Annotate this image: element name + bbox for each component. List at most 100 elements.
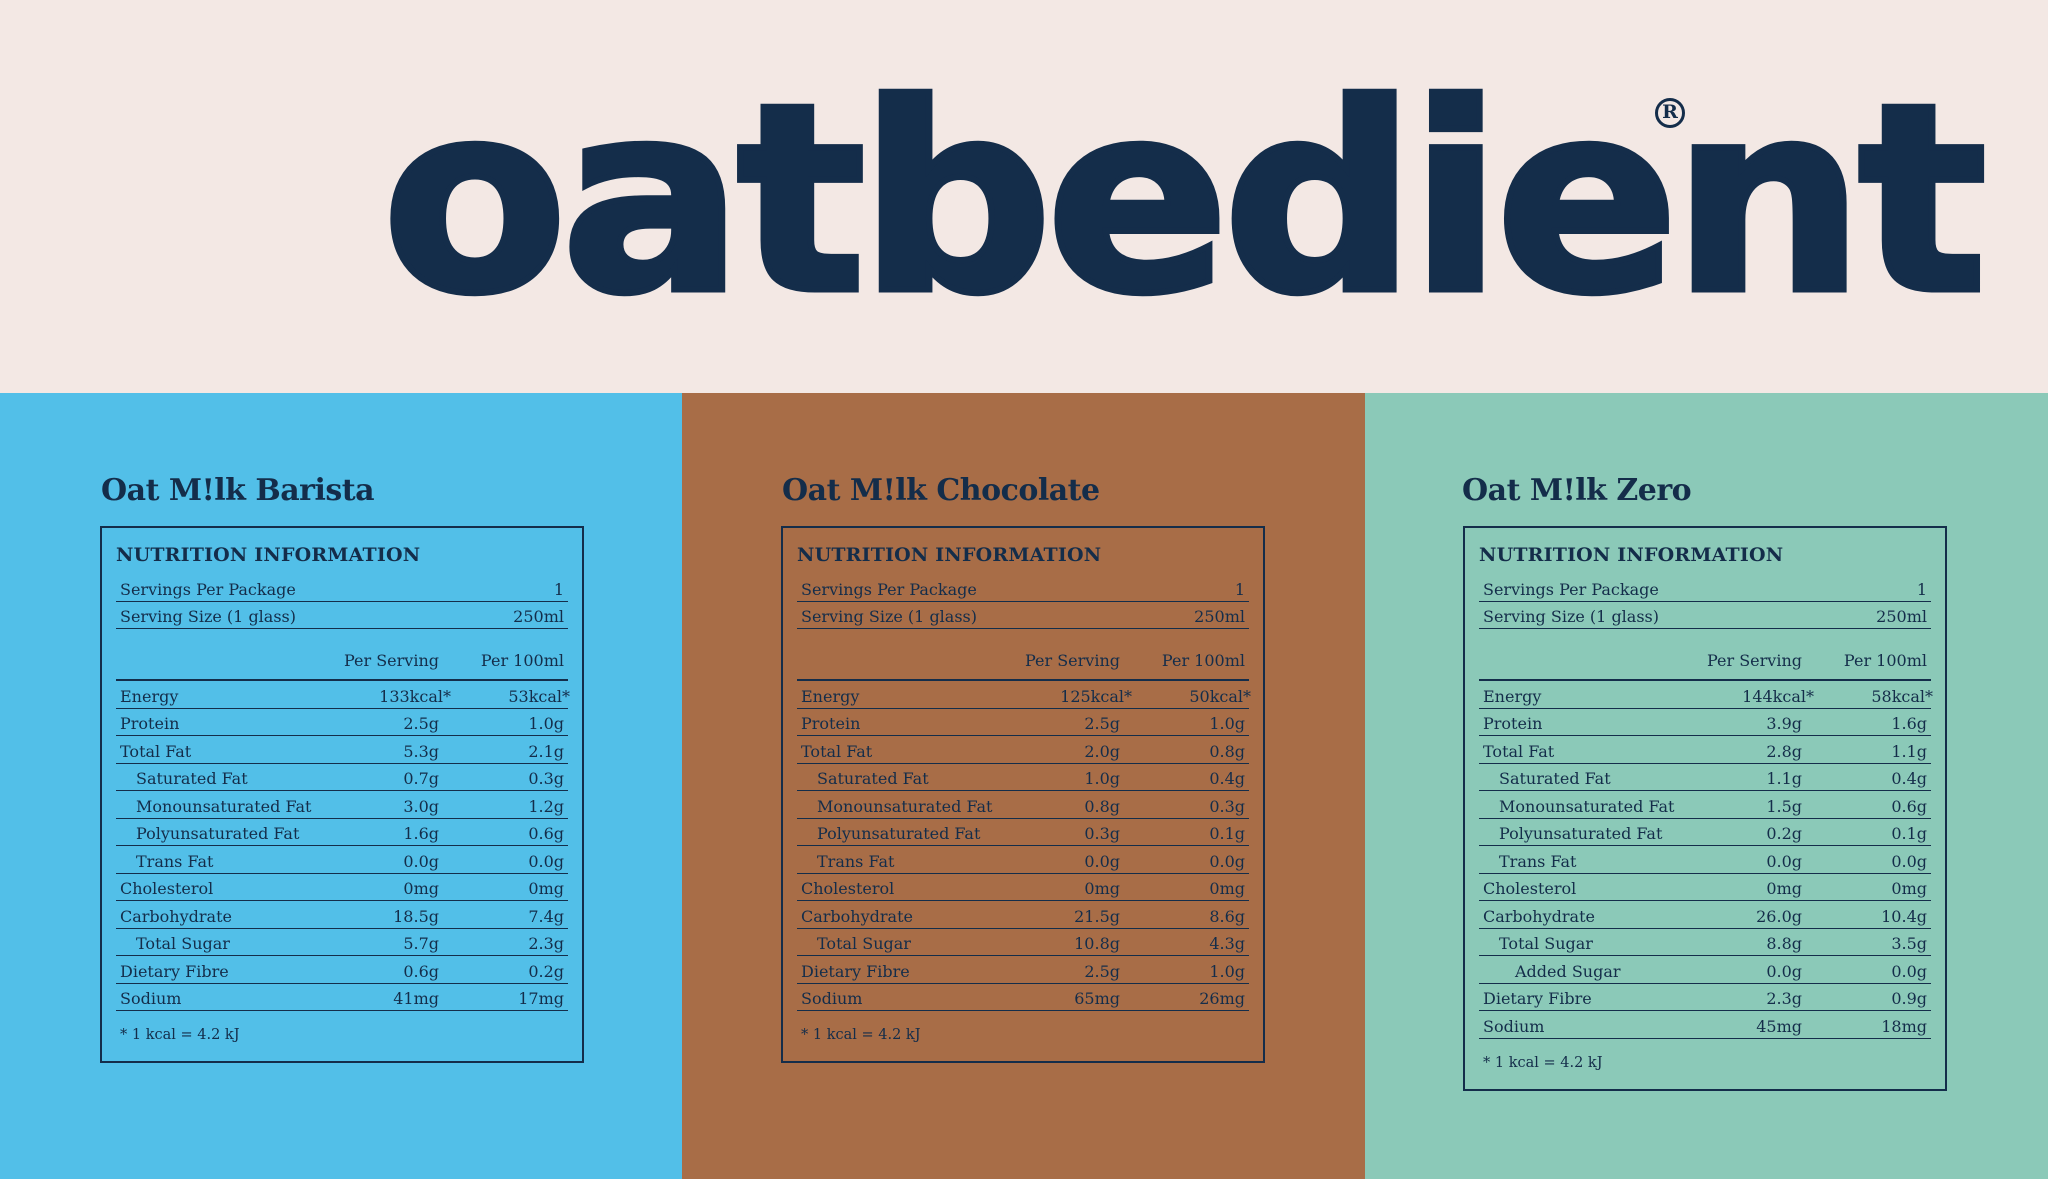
- nutrient-row-trans-fat: Trans Fat 0.0g 0.0g: [116, 846, 568, 874]
- footnote: * 1 kcal = 4.2 kJ: [120, 1027, 240, 1043]
- nutrient-row-total-sugar: Total Sugar 5.7g 2.3g: [116, 929, 568, 956]
- nutrient-row-total-fat: Total Fat 5.3g 2.1g: [116, 736, 568, 764]
- nutrient-row-monounsaturated-fat: Monounsaturated Fat 3.0g 1.2g: [116, 791, 568, 819]
- nutrition-information-box: NUTRITION INFORMATION Servings Per Packa…: [781, 526, 1265, 1063]
- per-serving-value: 0.0g: [403, 851, 439, 871]
- nutrient-label: Sodium: [120, 989, 182, 1008]
- footnote: * 1 kcal = 4.2 kJ: [1483, 1054, 1603, 1071]
- nutrient-row-protein: Protein 3.9g 1.6g: [1479, 709, 1931, 736]
- nutrient-row-cholesterol: Cholesterol 0mg 0mg: [1479, 874, 1931, 901]
- per-100ml-value: 8.6g: [1209, 906, 1245, 926]
- nutrition-box-title: NUTRITION INFORMATION: [1479, 544, 1784, 566]
- per-100ml-value: 2.1g: [528, 741, 564, 761]
- nutrient-row-total-fat: Total Fat 2.0g 0.8g: [797, 736, 1249, 764]
- brand-header: oatbedient R: [0, 0, 2048, 393]
- per-100ml-value: 50kcal*: [1189, 686, 1251, 706]
- nutrient-row-trans-fat: Trans Fat 0.0g 0.0g: [797, 846, 1249, 874]
- per-serving-value: 2.0g: [1084, 741, 1120, 761]
- product-panel-barista: Oat M!lk Barista NUTRITION INFORMATION S…: [0, 393, 682, 1179]
- per-100ml-value: 0mg: [528, 879, 564, 898]
- servings-per-package-row: Servings Per Package 1: [1479, 574, 1931, 602]
- nutrient-label: Monounsaturated Fat: [1499, 796, 1675, 816]
- nutrient-rows: Energy 125kcal* 50kcal* Protein 2.5g 1.0g Tota…: [797, 681, 1251, 1011]
- nutrient-label: Total Fat: [120, 741, 192, 761]
- per-100ml-value: 0.4g: [1209, 769, 1245, 788]
- per-serving-value: 0.8g: [1084, 796, 1120, 816]
- per-100ml-value: 1.0g: [528, 714, 564, 733]
- per-serving-value: 0.2g: [1766, 824, 1802, 843]
- per-serving-value: 2.5g: [1084, 714, 1120, 733]
- nutrient-label: Total Sugar: [817, 934, 911, 953]
- per-100ml-value: 0.1g: [1891, 824, 1927, 843]
- per-serving-value: 1.0g: [1084, 769, 1120, 788]
- per-serving-value: 2.3g: [1766, 989, 1802, 1008]
- nutrient-label: Monounsaturated Fat: [817, 796, 993, 816]
- nutrient-label: Trans Fat: [817, 851, 895, 871]
- nutrient-row-total-sugar: Total Sugar 8.8g 3.5g: [1479, 929, 1931, 956]
- footnote: * 1 kcal = 4.2 kJ: [801, 1027, 921, 1043]
- per-100ml-value: 0mg: [1891, 879, 1927, 898]
- nutrient-row-protein: Protein 2.5g 1.0g: [116, 709, 568, 736]
- nutrient-row-dietary-fibre: Dietary Fibre 2.5g 1.0g: [797, 956, 1249, 984]
- registered-trademark-icon: R: [1655, 98, 1685, 128]
- nutrient-label: Carbohydrate: [801, 906, 913, 926]
- per-100ml-value: 0.0g: [1209, 851, 1245, 871]
- brand-logo: oatbedient: [379, 48, 1991, 351]
- nutrient-row-dietary-fibre: Dietary Fibre 2.3g 0.9g: [1479, 984, 1931, 1011]
- nutrient-row-carbohydrate: Carbohydrate 21.5g 8.6g: [797, 901, 1249, 929]
- per-100ml-value: 3.5g: [1891, 934, 1927, 953]
- row-label: Servings Per Package: [801, 579, 977, 599]
- nutrient-row-added-sugar: Added Sugar 0.0g 0.0g: [1479, 956, 1931, 984]
- nutrient-row-dietary-fibre: Dietary Fibre 0.6g 0.2g: [116, 956, 568, 984]
- nutrient-rows: Energy 144kcal* 58kcal* Protein 3.9g 1.6g Tota…: [1479, 681, 1933, 1039]
- nutrient-label: Sodium: [1483, 1016, 1545, 1036]
- per-100ml-value: 0mg: [1209, 879, 1245, 898]
- nutrient-row-total-sugar: Total Sugar 10.8g 4.3g: [797, 929, 1249, 956]
- nutrient-label: Protein: [120, 714, 180, 733]
- per-100ml-value: 2.3g: [528, 934, 564, 953]
- nutrition-information-box: NUTRITION INFORMATION Servings Per Packa…: [100, 526, 584, 1063]
- nutrient-row-monounsaturated-fat: Monounsaturated Fat 1.5g 0.6g: [1479, 791, 1931, 819]
- per-100ml-value: 0.6g: [1891, 796, 1927, 816]
- per-serving-value: 0.3g: [1084, 824, 1120, 843]
- per-serving-value: 0.7g: [403, 769, 439, 788]
- nutrient-label: Total Fat: [801, 741, 873, 761]
- nutrient-label: Cholesterol: [801, 879, 895, 898]
- nutrient-label: Total Sugar: [1499, 934, 1593, 953]
- column-header-row: Per Serving Per 100ml: [116, 629, 568, 681]
- per-100ml-value: 53kcal*: [508, 686, 570, 706]
- row-value: 1: [553, 579, 564, 599]
- column-header-per-100ml: Per 100ml: [480, 651, 564, 670]
- per-serving-value: 18.5g: [393, 906, 439, 926]
- nutrient-label: Cholesterol: [120, 879, 214, 898]
- per-100ml-value: 1.2g: [528, 796, 564, 816]
- column-header-per-serving: Per Serving: [1706, 651, 1802, 670]
- nutrient-row-polyunsaturated-fat: Polyunsaturated Fat 1.6g 0.6g: [116, 819, 568, 846]
- row-label: Serving Size (1 glass): [120, 607, 296, 626]
- row-label: Serving Size (1 glass): [1483, 607, 1659, 626]
- servings-per-package-row: Servings Per Package 1: [797, 574, 1249, 602]
- nutrient-label: Sodium: [801, 989, 863, 1008]
- nutrient-label: Dietary Fibre: [801, 961, 910, 981]
- per-serving-value: 8.8g: [1766, 934, 1802, 953]
- per-100ml-value: 1.0g: [1209, 714, 1245, 733]
- nutrient-row-monounsaturated-fat: Monounsaturated Fat 0.8g 0.3g: [797, 791, 1249, 819]
- row-value: 250ml: [513, 607, 564, 626]
- row-label: Servings Per Package: [1483, 579, 1659, 599]
- column-header-row: Per Serving Per 100ml: [1479, 629, 1931, 681]
- nutrient-label: Monounsaturated Fat: [136, 796, 312, 816]
- per-100ml-value: 1.0g: [1209, 961, 1245, 981]
- nutrient-row-carbohydrate: Carbohydrate 26.0g 10.4g: [1479, 901, 1931, 929]
- product-title: Oat M!lk Chocolate: [782, 473, 1100, 508]
- row-label: Serving Size (1 glass): [801, 607, 977, 626]
- per-serving-value: 26.0g: [1756, 906, 1802, 926]
- column-header-row: Per Serving Per 100ml: [797, 629, 1249, 681]
- nutrient-label: Saturated Fat: [1499, 769, 1611, 788]
- per-serving-value: 1.1g: [1766, 769, 1802, 788]
- per-100ml-value: 1.6g: [1891, 714, 1927, 733]
- per-serving-value: 10.8g: [1074, 934, 1120, 953]
- per-serving-value: 2.5g: [1084, 961, 1120, 981]
- per-100ml-value: 10.4g: [1881, 906, 1927, 926]
- per-serving-value: 1.6g: [403, 824, 439, 843]
- column-header-per-serving: Per Serving: [343, 651, 439, 670]
